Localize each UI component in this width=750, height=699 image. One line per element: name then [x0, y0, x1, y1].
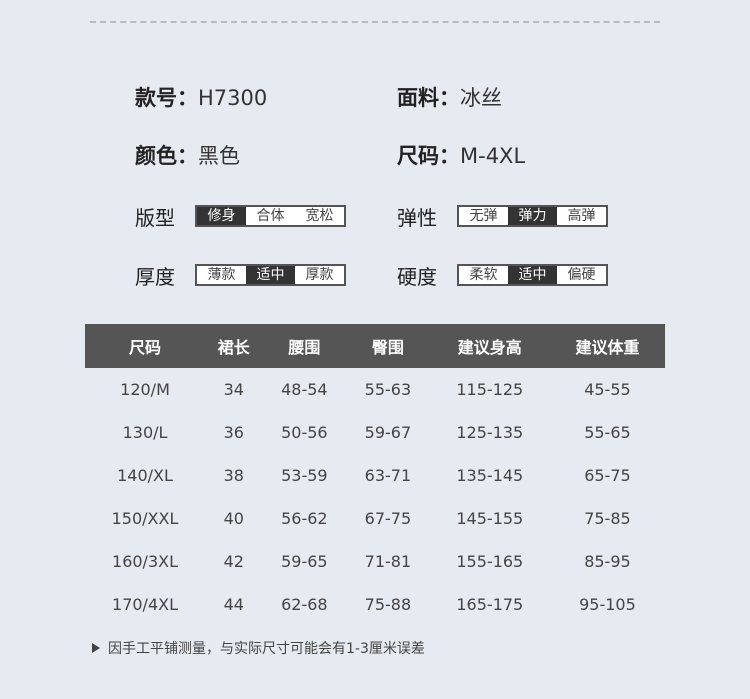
attribute-options: 薄款 适中 厚款	[195, 264, 346, 286]
table-cell: 55-63	[364, 380, 412, 399]
table-cell: 62-68	[281, 595, 328, 614]
attribute-option: 高弹	[567, 208, 596, 224]
table-cell: 55-65	[584, 423, 631, 442]
attribute-scale: 硬度 柔软 适中 偏硬	[397, 264, 608, 289]
table-cell: 50-56	[281, 423, 328, 442]
table-row: 150/XXL 40 56-62 67-75 145-155 75-85	[85, 497, 665, 540]
table-cell: 75-85	[584, 509, 631, 528]
column-header: 建议身高	[429, 324, 550, 368]
table-cell: 44	[223, 595, 244, 614]
info-value: M-4XL	[460, 144, 526, 168]
attribute-option: 弹力	[508, 207, 557, 225]
table-cell: 150/XXL	[111, 509, 179, 528]
column-header: 建议体重	[549, 324, 665, 368]
table-cell: 45-55	[584, 380, 631, 399]
column-header: 尺码	[85, 324, 206, 368]
attribute-option: 无弹	[469, 208, 498, 224]
table-cell: 36	[223, 423, 244, 442]
table-cell: 125-135	[456, 423, 524, 442]
attribute-option: 适中	[508, 266, 557, 284]
size-table: 尺码 裙长 腰围 臀围 建议身高 建议体重 120/M 34 48-54 55-63 115-125…	[85, 324, 665, 626]
table-cell: 160/3XL	[112, 552, 178, 571]
column-header: 腰围	[262, 324, 347, 368]
table-cell: 130/L	[122, 423, 168, 442]
attribute-option: 偏硬	[567, 267, 596, 283]
table-row: 170/4XL 44 62-68 75-88 165-175 95-105	[85, 583, 665, 626]
attribute-options: 柔软 适中 偏硬	[457, 264, 608, 286]
info-label: 尺码：	[397, 144, 460, 168]
table-cell: 170/4XL	[112, 595, 178, 614]
table-cell: 34	[223, 380, 244, 399]
info-value: 黑色	[198, 144, 240, 168]
table-cell: 53-59	[281, 466, 328, 485]
table-cell: 40	[223, 509, 244, 528]
table-cell: 42	[223, 552, 244, 571]
attribute-label: 版型	[135, 205, 175, 230]
attribute-scale: 版型 修身 合体 宽松	[135, 205, 346, 230]
table-cell: 145-155	[456, 509, 524, 528]
info-label: 款号：	[135, 86, 198, 110]
info-field: 颜色：黑色	[135, 140, 240, 170]
attribute-option: 修身	[197, 207, 246, 225]
table-cell: 38	[223, 466, 244, 485]
info-field: 尺码：M-4XL	[397, 140, 525, 170]
info-label: 面料：	[397, 86, 460, 110]
table-cell: 71-81	[364, 552, 412, 571]
triangle-icon	[92, 643, 100, 653]
attribute-options: 无弹 弹力 高弹	[457, 205, 608, 227]
table-cell: 59-67	[364, 423, 412, 442]
table-cell: 115-125	[456, 380, 524, 399]
column-header: 臀围	[346, 324, 430, 368]
info-field: 款号：H7300	[135, 82, 267, 112]
table-cell: 59-65	[281, 552, 328, 571]
table-row: 120/M 34 48-54 55-63 115-125 45-55	[85, 368, 665, 411]
attribute-label: 厚度	[135, 264, 175, 289]
table-row: 160/3XL 42 59-65 71-81 155-165 85-95	[85, 540, 665, 583]
info-field: 面料：冰丝	[397, 82, 502, 112]
attribute-label: 弹性	[397, 205, 437, 230]
column-header: 裙长	[205, 324, 263, 368]
table-cell: 65-75	[584, 466, 631, 485]
attribute-scale: 厚度 薄款 适中 厚款	[135, 264, 346, 289]
table-cell: 48-54	[281, 380, 328, 399]
table-row: 130/L 36 50-56 59-67 125-135 55-65	[85, 411, 665, 454]
attribute-option: 厚款	[305, 267, 334, 283]
table-cell: 135-145	[456, 466, 524, 485]
attribute-option: 合体	[256, 208, 285, 224]
measurement-note: 因手工平铺测量，与实际尺寸可能会有1-3厘米误差	[92, 638, 425, 658]
table-cell: 120/M	[120, 380, 170, 399]
table-cell: 140/XL	[117, 466, 173, 485]
attribute-option: 柔软	[469, 267, 498, 283]
divider	[90, 21, 660, 23]
attribute-options: 修身 合体 宽松	[195, 205, 346, 227]
info-value: 冰丝	[460, 86, 502, 110]
table-cell: 95-105	[579, 595, 636, 614]
attribute-option: 适中	[246, 266, 295, 284]
table-cell: 56-62	[281, 509, 328, 528]
table-cell: 75-88	[364, 595, 412, 614]
info-value: H7300	[198, 86, 268, 110]
table-cell: 67-75	[364, 509, 412, 528]
attribute-option: 薄款	[207, 267, 236, 283]
table-cell: 155-165	[456, 552, 524, 571]
attribute-option: 宽松	[305, 208, 334, 224]
info-label: 颜色：	[135, 144, 198, 168]
table-cell: 165-175	[456, 595, 524, 614]
table-cell: 63-71	[364, 466, 412, 485]
table-row: 140/XL 38 53-59 63-71 135-145 65-75	[85, 454, 665, 497]
note-text: 因手工平铺测量，与实际尺寸可能会有1-3厘米误差	[108, 641, 425, 657]
attribute-scale: 弹性 无弹 弹力 高弹	[397, 205, 608, 230]
attribute-label: 硬度	[397, 264, 437, 289]
table-cell: 85-95	[584, 552, 631, 571]
